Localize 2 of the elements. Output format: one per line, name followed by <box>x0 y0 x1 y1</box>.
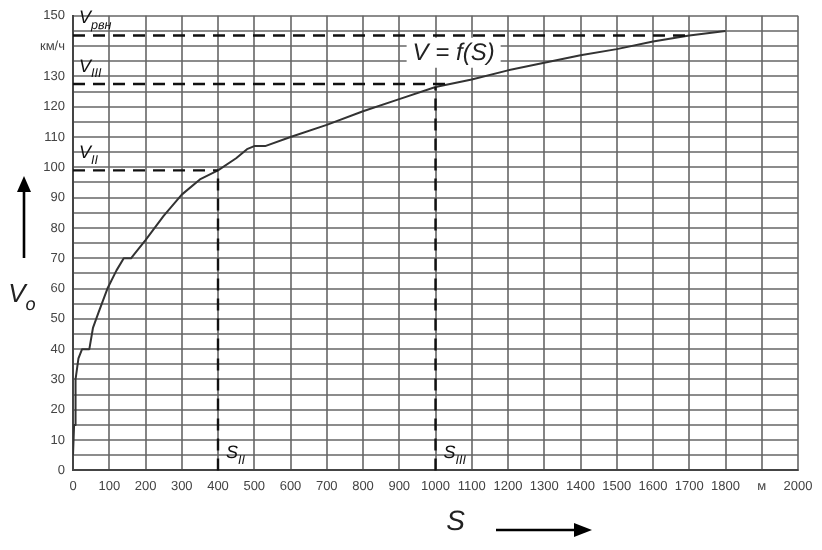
x-axis-title: S <box>446 504 467 537</box>
annotation: V = f(S) <box>412 37 495 66</box>
